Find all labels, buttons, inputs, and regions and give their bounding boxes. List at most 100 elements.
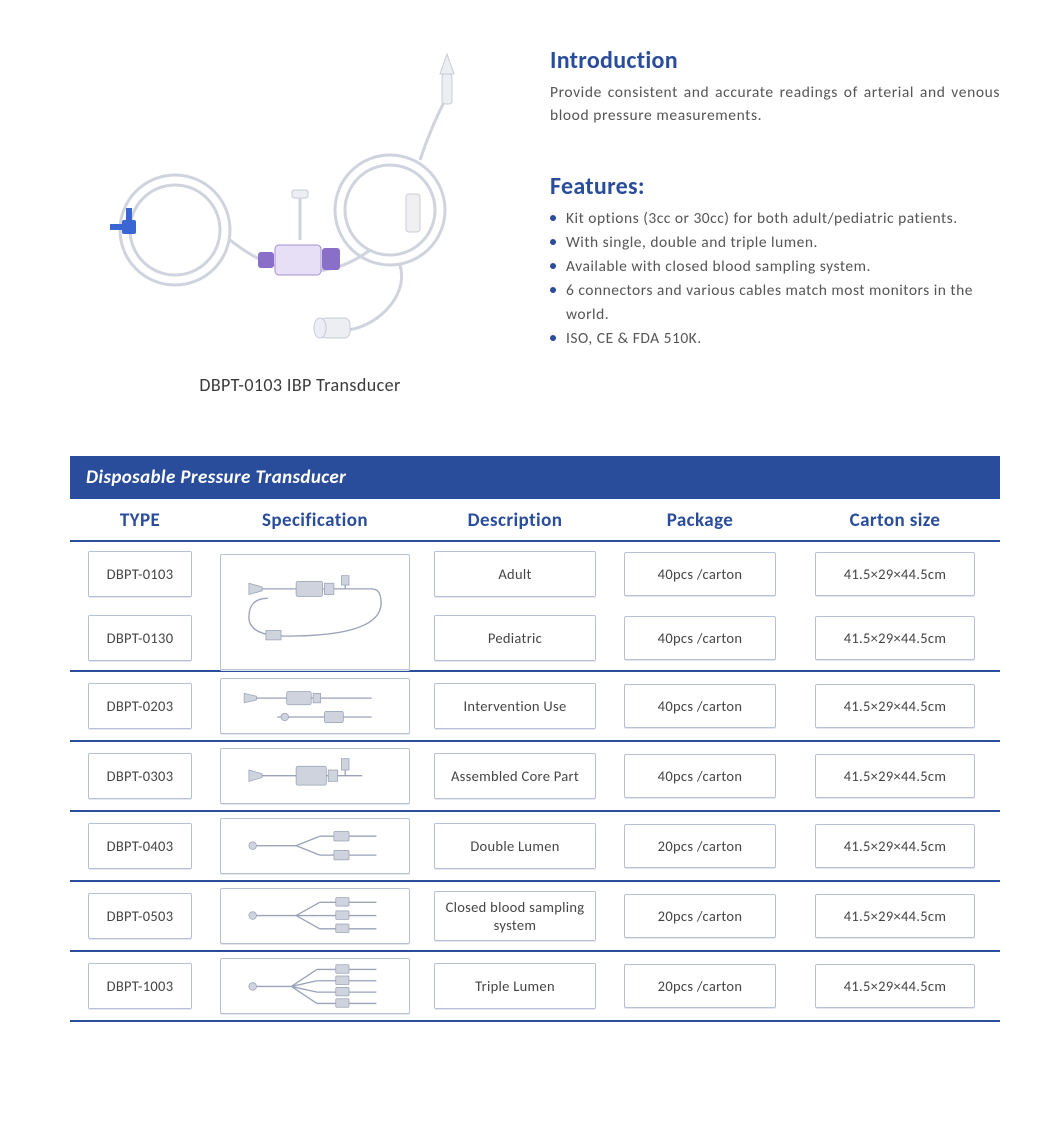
description-box: Double Lumen [434,823,596,869]
feature-item: With single, double and triple lumen. [550,231,1000,255]
feature-item: Kit options (3cc or 30cc) for both adult… [550,207,1000,231]
description-box: Intervention Use [434,683,596,729]
cell-carton-size: 41.5×29×44.5cm [790,678,1000,734]
spec-diagram [220,554,410,670]
spec-diagram [220,748,410,804]
cell-type: DBPT-0103 [70,548,210,600]
cell-spec [210,678,420,734]
col-header-package: Package [610,509,790,532]
type-box: DBPT-0203 [88,683,192,729]
cell-package: 20pcs /carton [610,888,790,944]
table-row: DBPT-0103 Adult 40pcs /carton 41.5×29×44.5… [70,542,1000,606]
product-caption: DBPT-0103 IBP Transducer [70,374,530,396]
cell-carton-size: 41.5×29×44.5cm [790,888,1000,944]
table-row: DBPT-0403 Double Lumen 20pcs /carton 41.5×… [70,812,1000,880]
cell-carton-size: 41.5×29×44.5cm [790,818,1000,874]
cell-type: DBPT-0303 [70,748,210,804]
product-illustration [70,40,490,370]
cell-carton-size: 41.5×29×44.5cm [790,548,1000,600]
cell-description: Closed blood sampling system [420,888,610,944]
cell-description: Double Lumen [420,818,610,874]
table-row-group: DBPT-0503 Closed blood sampling system 20… [70,882,1000,952]
type-box: DBPT-0503 [88,893,192,939]
carton-size-box: 41.5×29×44.5cm [815,552,975,596]
spec-diagram [220,818,410,874]
info-column: Introduction Provide consistent and accu… [550,40,1000,396]
cell-type: DBPT-0403 [70,818,210,874]
package-box: 40pcs /carton [624,684,776,728]
col-header-spec: Specification [210,509,420,532]
cell-description: Triple Lumen [420,958,610,1014]
table-body: DBPT-0103 Adult 40pcs /carton 41.5×29×44.5… [70,542,1000,1022]
cell-description: Pediatric [420,612,610,664]
table-row: DBPT-1003 Triple Lumen 20pcs /carton 41.5×… [70,952,1000,1020]
cell-package: 40pcs /carton [610,748,790,804]
features-block: Features: Kit options (3cc or 30cc) for … [550,172,1000,351]
type-box: DBPT-0103 [88,551,192,597]
package-box: 20pcs /carton [624,824,776,868]
spec-diagram [220,888,410,944]
cell-package: 40pcs /carton [610,678,790,734]
cell-spec [210,548,420,600]
package-box: 20pcs /carton [624,894,776,938]
table-row: DBPT-0503 Closed blood sampling system 20… [70,882,1000,950]
cell-carton-size: 41.5×29×44.5cm [790,958,1000,1014]
cell-spec [210,818,420,874]
type-box: DBPT-0303 [88,753,192,799]
cell-package: 40pcs /carton [610,548,790,600]
description-box: Assembled Core Part [434,753,596,799]
table-row-group: DBPT-0103 Adult 40pcs /carton 41.5×29×44.5… [70,542,1000,672]
product-image-column: DBPT-0103 IBP Transducer [70,40,530,396]
cell-package: 20pcs /carton [610,958,790,1014]
package-box: 40pcs /carton [624,616,776,660]
cell-package: 20pcs /carton [610,818,790,874]
table: TYPE Specification Description Package C… [70,499,1000,1022]
table-header-row: TYPE Specification Description Package C… [70,499,1000,542]
table-row: DBPT-0303 Assembled Core Part 40pcs /cart… [70,742,1000,810]
type-box: DBPT-0403 [88,823,192,869]
cell-type: DBPT-0503 [70,888,210,944]
cell-type: DBPT-0203 [70,678,210,734]
description-box: Closed blood sampling system [434,891,596,941]
table-title: Disposable Pressure Transducer [70,456,1000,499]
feature-item: ISO, CE & FDA 510K. [550,327,1000,351]
package-box: 20pcs /carton [624,964,776,1008]
carton-size-box: 41.5×29×44.5cm [815,684,975,728]
cell-spec [210,958,420,1014]
table-row: DBPT-0130 Pediatric 40pcs /carton 41.5×29×4… [70,606,1000,670]
carton-size-box: 41.5×29×44.5cm [815,824,975,868]
col-header-type: TYPE [70,509,210,532]
carton-size-box: 41.5×29×44.5cm [815,616,975,660]
cell-description: Assembled Core Part [420,748,610,804]
carton-size-box: 41.5×29×44.5cm [815,754,975,798]
cell-package: 40pcs /carton [610,612,790,664]
carton-size-box: 41.5×29×44.5cm [815,894,975,938]
cell-carton-size: 41.5×29×44.5cm [790,748,1000,804]
cell-type: DBPT-1003 [70,958,210,1014]
type-box: DBPT-1003 [88,963,192,1009]
description-box: Triple Lumen [434,963,596,1009]
carton-size-box: 41.5×29×44.5cm [815,964,975,1008]
table-row-group: DBPT-0303 Assembled Core Part 40pcs /cart… [70,742,1000,812]
table-section: Disposable Pressure Transducer TYPE Spec… [70,456,1000,1022]
feature-item: Available with closed blood sampling sys… [550,255,1000,279]
cell-type: DBPT-0130 [70,612,210,664]
table-row: DBPT-0203 Intervention Use 40pcs /carton 4… [70,672,1000,740]
intro-text: Provide consistent and accurate readings… [550,81,1000,128]
description-box: Adult [434,551,596,597]
intro-heading: Introduction [550,46,1000,75]
table-row-group: DBPT-1003 Triple Lumen 20pcs /carton 41.5×… [70,952,1000,1022]
spec-diagram [220,678,410,734]
table-row-group: DBPT-0403 Double Lumen 20pcs /carton 41.5×… [70,812,1000,882]
cell-spec [210,748,420,804]
cell-carton-size: 41.5×29×44.5cm [790,612,1000,664]
page: DBPT-0103 IBP Transducer Introduction Pr… [0,0,1060,1062]
col-header-carton: Carton size [790,509,1000,532]
col-header-desc: Description [420,509,610,532]
type-box: DBPT-0130 [88,615,192,661]
top-section: DBPT-0103 IBP Transducer Introduction Pr… [70,40,1000,396]
cell-spec [210,888,420,944]
features-heading: Features: [550,172,1000,201]
cell-description: Adult [420,548,610,600]
feature-item: 6 connectors and various cables match mo… [550,279,1000,327]
